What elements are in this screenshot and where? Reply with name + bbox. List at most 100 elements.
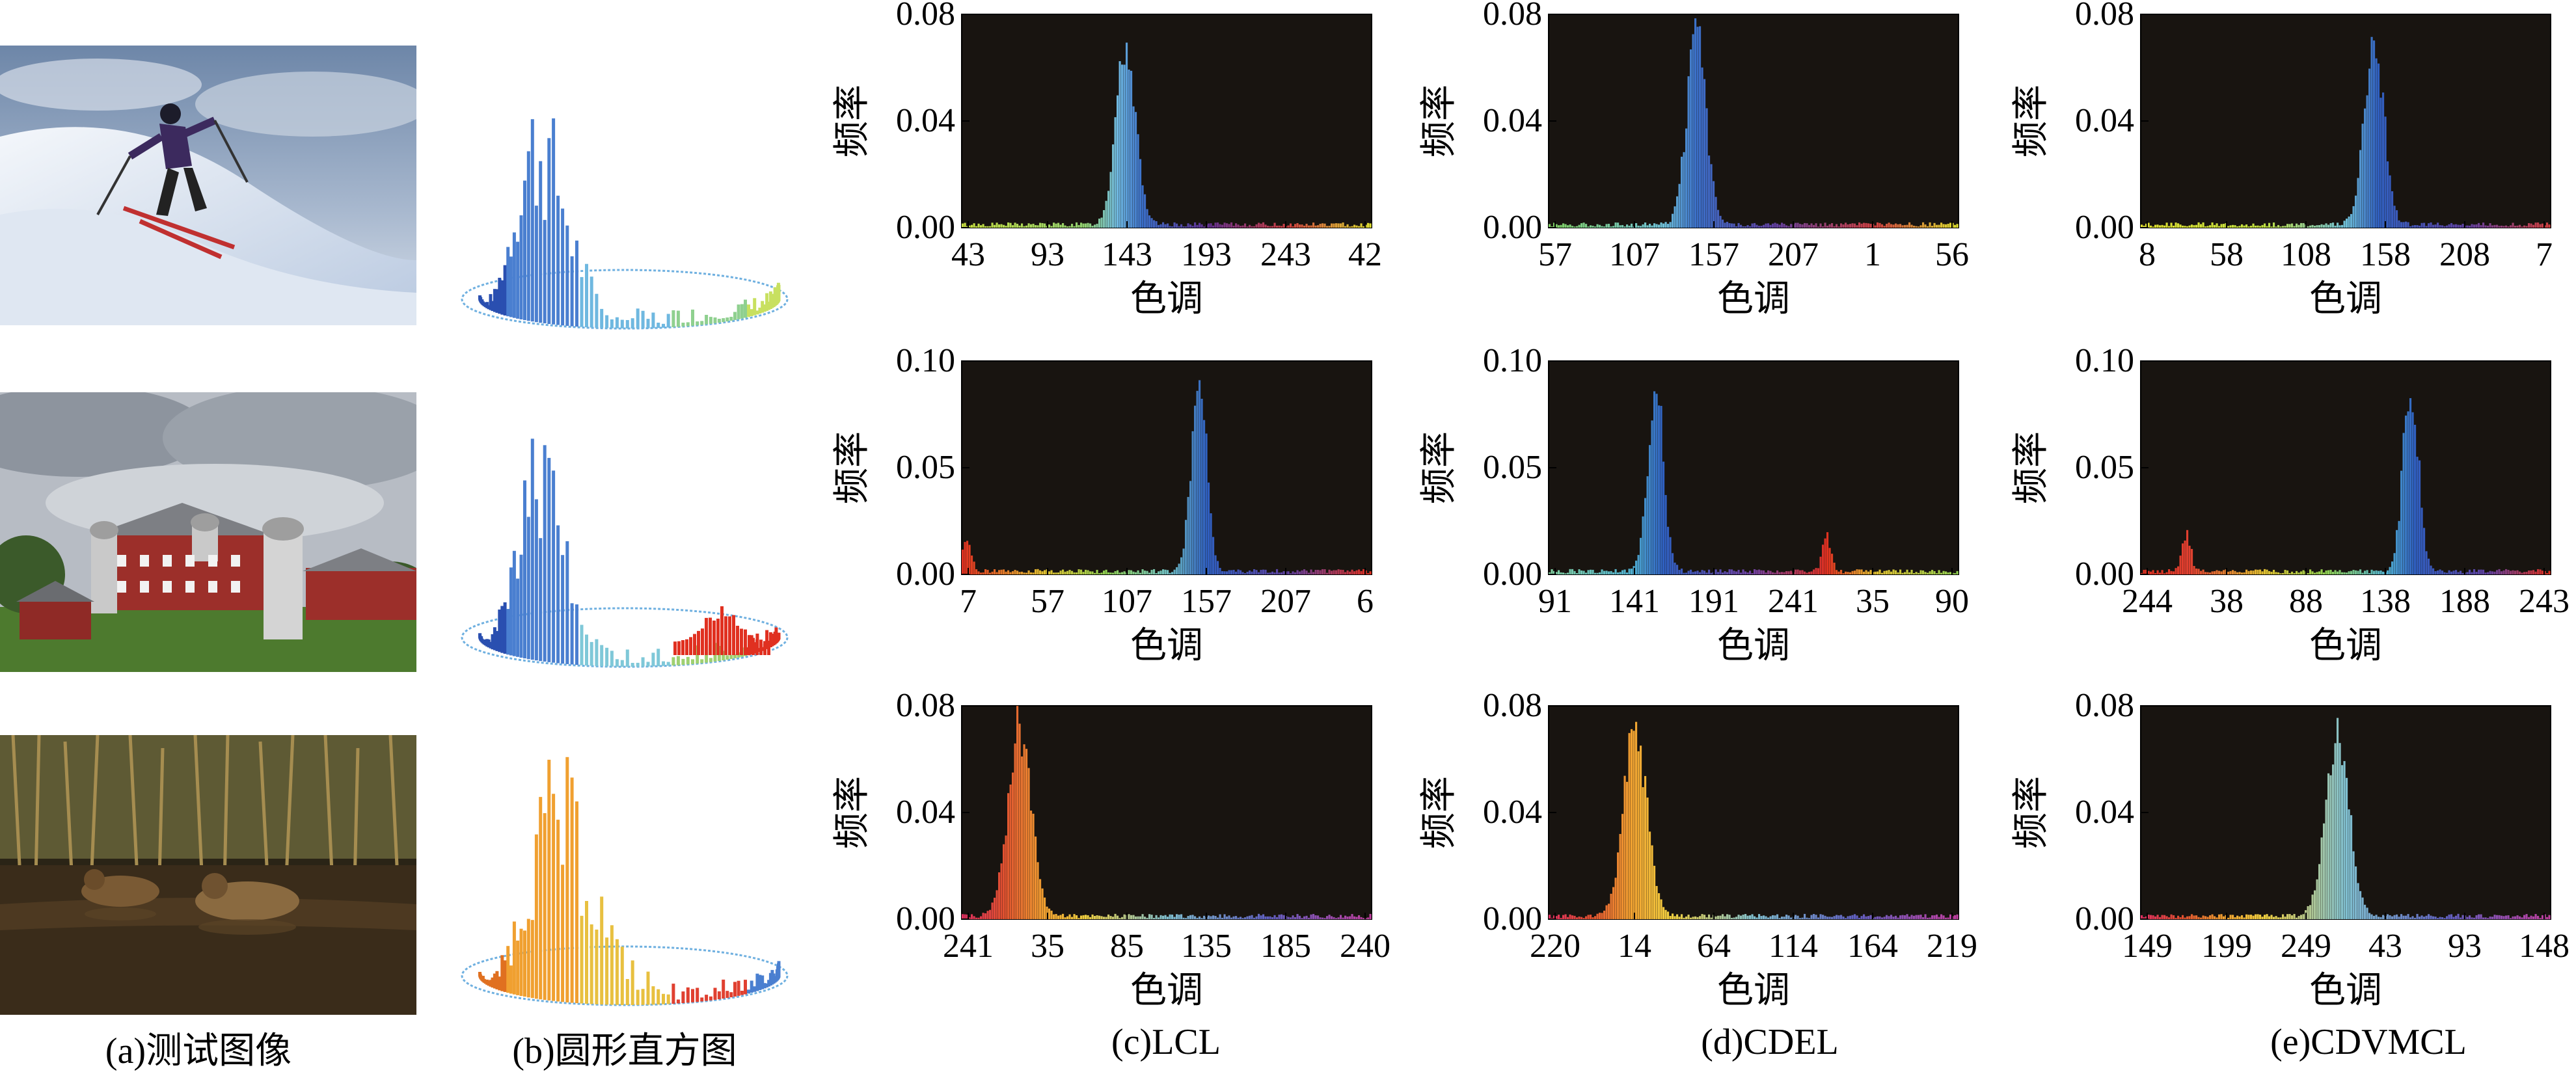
histogram-bar [2519, 224, 2521, 228]
histogram-bar [1617, 852, 1620, 919]
histogram-bar [2163, 915, 2166, 919]
histogram-bar [2461, 223, 2464, 228]
histogram-bar [1710, 917, 1713, 919]
histogram-bar [1217, 222, 1219, 228]
histogram-bar [1664, 494, 1667, 574]
histogram-bar [1103, 571, 1105, 574]
histogram-bar [2398, 520, 2400, 574]
histogram-bar [2343, 572, 2346, 574]
histogram-bar [1737, 222, 1740, 228]
histogram-bar [1813, 224, 1815, 228]
histogram-bar [2337, 571, 2339, 574]
histogram-bar [2264, 223, 2266, 228]
histogram-bar [1724, 222, 1726, 228]
histogram-bar [1267, 226, 1269, 228]
histogram-bar [1722, 914, 1724, 919]
histogram-bar [1765, 223, 1767, 228]
histogram-bar [1787, 226, 1790, 228]
histogram-bar [980, 916, 983, 919]
histogram-bar [2382, 92, 2385, 228]
y-tick-label: 0.00 [1483, 556, 1542, 593]
histogram-bar [1621, 224, 1624, 228]
histogram-bar [1858, 569, 1861, 574]
histogram-bar [2191, 914, 2193, 919]
histogram-bar [1271, 571, 1274, 574]
histogram-bar [1596, 913, 1599, 919]
histogram-bar [1956, 914, 1959, 919]
histogram-bar [1562, 572, 1565, 574]
histogram-bar [1576, 226, 1579, 228]
histogram-bar [2191, 548, 2193, 574]
histogram-bar [1027, 768, 1030, 919]
histogram-bar [1091, 914, 1094, 919]
histogram-bar [2428, 558, 2430, 574]
histogram-bar [1683, 152, 1685, 228]
histogram-bar [1055, 914, 1057, 919]
histogram-bar [2243, 572, 2245, 574]
y-axis-label: 频率 [832, 776, 873, 849]
test-image-skier [0, 46, 416, 325]
histogram-bar [2507, 570, 2510, 574]
circular-bar [526, 151, 530, 321]
histogram-bar [1801, 224, 1804, 228]
circular-bar [590, 924, 593, 1004]
histogram-bar [2393, 553, 2396, 574]
histogram-bar [1282, 571, 1285, 574]
histogram-bar [1059, 915, 1062, 919]
histogram-bar [1888, 916, 1890, 919]
histogram-bar [1326, 572, 1329, 574]
histogram-bar [2193, 915, 2195, 919]
histogram-bar [2543, 914, 2546, 919]
histogram-bar [1027, 570, 1030, 574]
x-tick-label: 157 [1181, 583, 1232, 620]
histogram-bar [2296, 571, 2298, 574]
histogram-bar [1927, 917, 1929, 919]
histogram-bar [2316, 572, 2318, 574]
circular-bar [693, 634, 696, 655]
x-tick-label: 138 [2360, 583, 2411, 620]
histogram-bar [1187, 496, 1189, 574]
circular-bar [750, 309, 753, 316]
histogram-bar [2275, 916, 2277, 919]
histogram-bar [1660, 222, 1662, 228]
histogram-bar [962, 223, 964, 228]
histogram-bar [1582, 571, 1585, 574]
histogram-bar [1640, 226, 1642, 228]
circular-bar [717, 991, 721, 999]
histogram-bar [1954, 915, 1957, 919]
histogram-bar [1658, 405, 1661, 574]
histogram-bar [1683, 917, 1685, 919]
histogram-bar [1710, 164, 1713, 228]
histogram-bar [1785, 915, 1788, 919]
histogram-bar [2548, 224, 2551, 228]
histogram-bar [2537, 222, 2540, 228]
histogram-bar [1355, 917, 1358, 919]
histogram-bar [1253, 917, 1256, 919]
histogram-bar [1799, 918, 1802, 919]
histogram-bar [1877, 916, 1879, 919]
circular-bar [763, 983, 766, 989]
histogram-bar [1631, 569, 1633, 574]
circular-bar [561, 865, 565, 1002]
circular-bar [539, 538, 543, 662]
circular-bar [487, 639, 491, 648]
histogram-bar [1778, 918, 1781, 919]
histogram-bar [1637, 225, 1640, 228]
histogram-bar [1267, 916, 1269, 919]
histogram-bar [1594, 572, 1597, 574]
histogram-bar [2282, 226, 2285, 228]
histogram-bar [1678, 570, 1681, 574]
histogram-bar [1936, 573, 1938, 574]
histogram-bar [1230, 917, 1233, 919]
histogram-bar [1703, 79, 1706, 228]
histogram-bar [1000, 224, 1003, 228]
histogram-bar [1068, 914, 1071, 919]
histogram-bar [1246, 572, 1249, 574]
plot-area [1548, 360, 1959, 575]
histogram-bar [1322, 223, 1324, 228]
histogram-bar [2343, 760, 2346, 919]
histogram-bar [1724, 916, 1726, 919]
histogram-bar [1919, 915, 1922, 919]
histogram-bar [2409, 917, 2412, 919]
histogram-bar [1901, 915, 1904, 919]
